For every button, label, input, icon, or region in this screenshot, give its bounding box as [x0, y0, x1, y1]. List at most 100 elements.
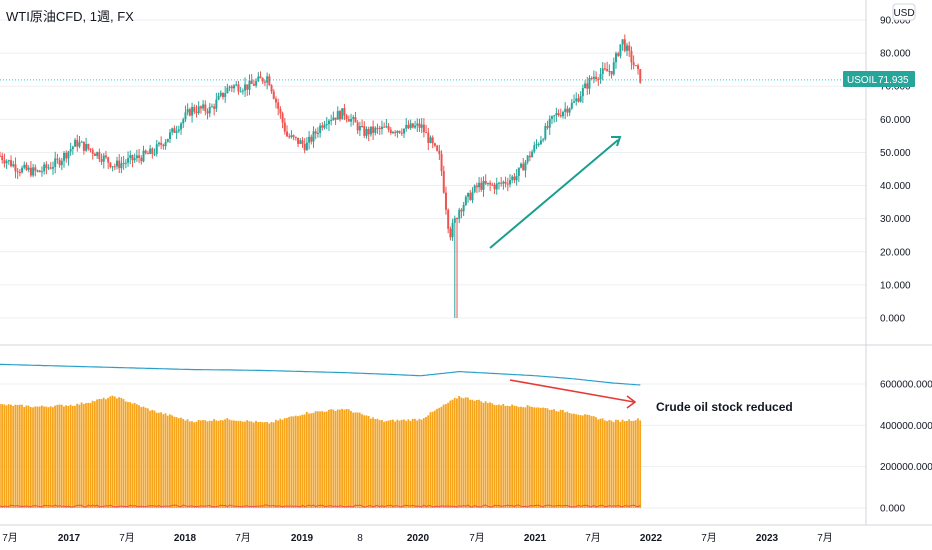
inventory-bar	[374, 419, 377, 508]
volume-tick-label: 200000.000	[880, 462, 932, 473]
candle-body	[60, 160, 63, 166]
inventory-bar	[478, 399, 480, 508]
candle-body	[12, 164, 15, 167]
inventory-bar	[129, 402, 132, 508]
inventory-bar	[292, 416, 295, 508]
inventory-bar	[146, 408, 149, 508]
inventory-bar	[425, 417, 427, 508]
candle-body	[420, 124, 423, 128]
candle-body	[639, 69, 642, 83]
candle-body	[268, 76, 271, 86]
inventory-bar	[91, 400, 94, 508]
candle-body	[111, 166, 114, 168]
candle-body	[482, 180, 485, 190]
candle-body	[166, 138, 169, 143]
inventory-bar	[202, 420, 204, 508]
candle-body	[577, 98, 580, 102]
inventory-bar	[175, 417, 178, 508]
candle-body	[460, 209, 463, 212]
time-tick-label: 2021	[524, 533, 547, 544]
inventory-bar	[235, 420, 238, 508]
inventory-bar	[303, 414, 306, 508]
inventory-bar	[0, 403, 1, 508]
candle-body	[438, 150, 441, 155]
candle-body	[96, 152, 99, 156]
candle-body	[71, 146, 74, 150]
price-tick-label: 50.000	[880, 148, 911, 159]
inventory-bar	[89, 402, 92, 508]
inventory-bar	[522, 407, 525, 508]
inventory-bar	[634, 420, 637, 508]
inventory-bar	[334, 410, 337, 508]
inventory-bar	[18, 404, 21, 508]
candle-body	[524, 162, 527, 171]
candle-body	[248, 80, 251, 90]
inventory-bar	[486, 403, 489, 508]
inventory-bar	[626, 420, 628, 508]
uptrend-arrow	[489, 136, 622, 249]
candle-body	[213, 106, 216, 109]
inventory-bar	[526, 405, 529, 508]
candle-body	[202, 104, 205, 109]
candle-body	[259, 76, 262, 79]
candle-body	[537, 144, 540, 146]
inventory-bar	[118, 397, 121, 508]
inventory-bar	[447, 402, 449, 508]
inventory-bar	[513, 405, 516, 508]
time-tick-label: 2022	[640, 533, 663, 544]
candle-body	[400, 132, 403, 134]
inventory-bar	[244, 421, 246, 508]
candle-body	[520, 163, 523, 168]
candle-body	[535, 144, 538, 146]
inventory-bar	[47, 407, 50, 508]
inventory-bar	[398, 420, 401, 508]
inventory-bar	[555, 411, 558, 508]
inventory-bar	[592, 416, 595, 508]
inventory-bar	[14, 404, 17, 508]
inventory-bar	[56, 404, 59, 508]
inventory-bar	[60, 404, 63, 508]
candle-body	[43, 164, 46, 172]
inventory-bar	[480, 401, 483, 508]
inventory-bar	[535, 407, 538, 508]
inventory-bar	[281, 419, 284, 508]
inventory-bar	[361, 414, 363, 508]
inventory-bar	[38, 406, 41, 508]
candle-body	[484, 180, 487, 184]
inventory-bar	[316, 411, 319, 508]
candle-body	[332, 117, 335, 121]
candle-body	[378, 127, 381, 130]
inventory-bar	[270, 421, 273, 508]
candle-body	[480, 182, 483, 190]
inventory-bar	[10, 404, 12, 508]
candle-body	[407, 124, 410, 129]
inventory-bar	[290, 416, 293, 508]
inventory-bar	[87, 402, 90, 508]
candle-body	[449, 228, 452, 238]
inventory-bar	[372, 417, 374, 508]
time-tick-label: 2019	[291, 533, 314, 544]
inventory-bar	[330, 409, 332, 508]
candle-body	[215, 99, 218, 109]
inventory-bar	[409, 420, 412, 508]
inventory-bar	[539, 408, 542, 508]
candle-body	[235, 84, 238, 86]
candle-body	[1, 155, 4, 160]
inventory-bar	[180, 417, 182, 508]
candle-body	[122, 163, 125, 165]
candle-body	[58, 159, 61, 166]
candle-body	[246, 84, 249, 90]
inventory-bar	[213, 419, 215, 508]
currency-badge[interactable]: USD	[892, 3, 916, 21]
candle-body	[396, 130, 399, 133]
inventory-bar	[544, 408, 547, 508]
inventory-bar	[135, 404, 138, 508]
time-tick-label: 7月	[585, 532, 601, 544]
inventory-bar	[469, 399, 472, 508]
candle-body	[149, 148, 152, 154]
volume-tick-label: 600000.000	[880, 380, 932, 391]
candle-body	[252, 83, 255, 86]
inventory-bar	[577, 414, 580, 508]
candle-body	[599, 73, 602, 80]
